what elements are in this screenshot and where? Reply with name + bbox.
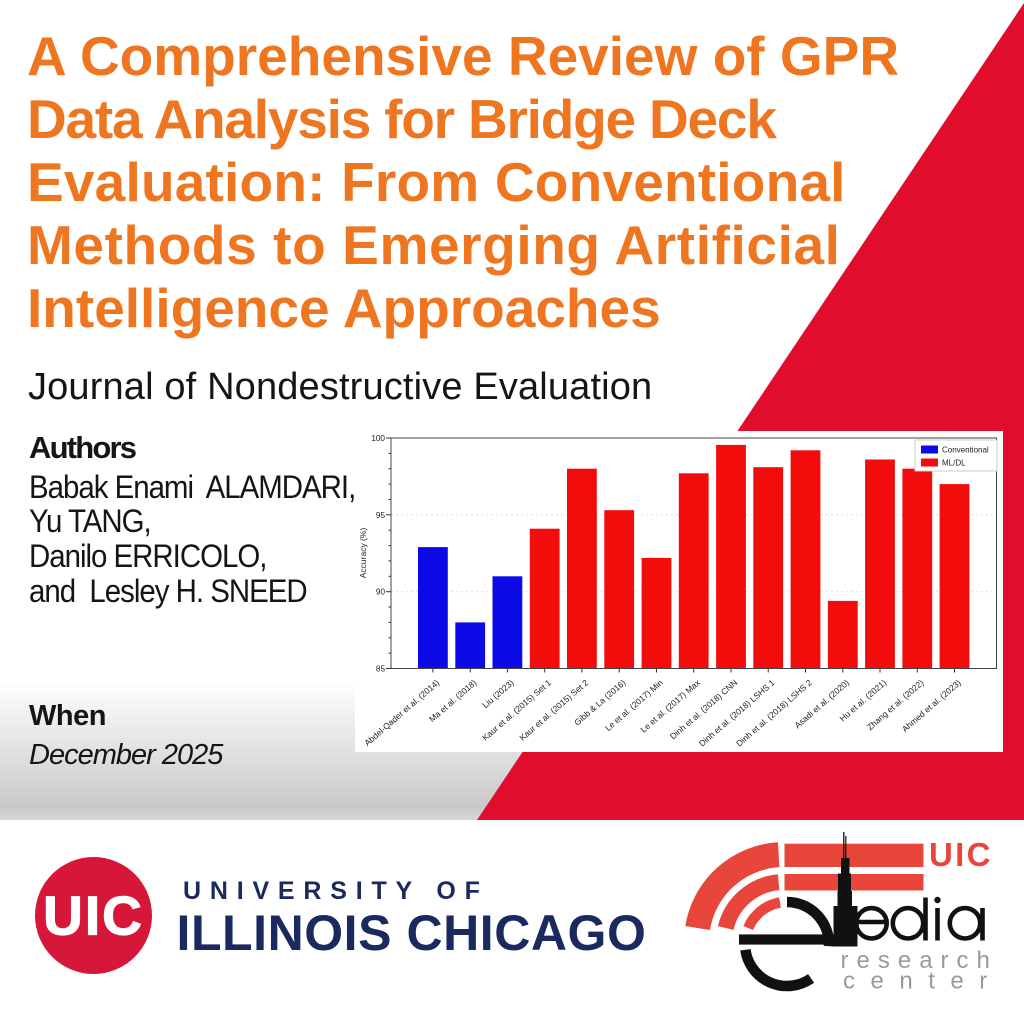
svg-text:90: 90 [376, 588, 386, 597]
svg-text:100: 100 [371, 434, 385, 443]
svg-text:85: 85 [376, 665, 386, 674]
svg-text:95: 95 [376, 511, 386, 520]
svg-text:ML/DL: ML/DL [942, 459, 966, 468]
svg-text:Conventional: Conventional [942, 446, 989, 455]
svg-text:research: research [841, 947, 998, 974]
svg-text:UIC: UIC [929, 836, 993, 873]
svg-text:Accuracy (%): Accuracy (%) [358, 528, 368, 579]
svg-text:center: center [843, 968, 1003, 995]
